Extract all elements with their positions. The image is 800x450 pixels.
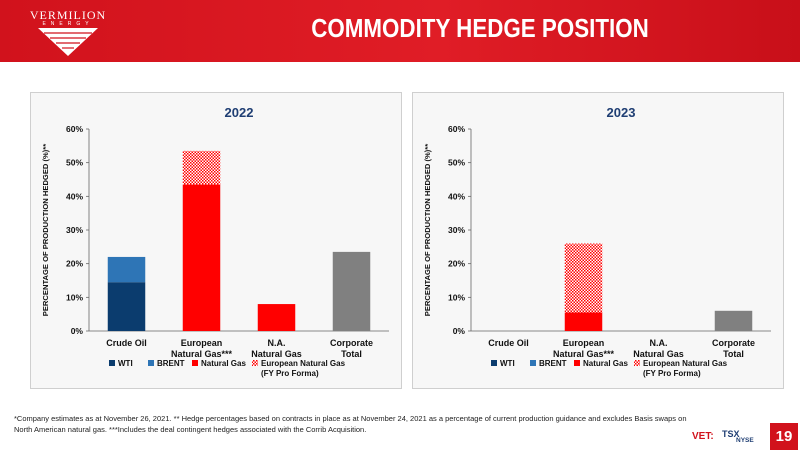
bar-segment bbox=[182, 184, 221, 331]
footnote: *Company estimates as at November 26, 20… bbox=[14, 414, 687, 434]
category-label: Corporate bbox=[330, 338, 373, 348]
y-tick-label: 30% bbox=[448, 225, 465, 235]
legend-label: BRENT bbox=[539, 359, 567, 368]
y-tick-label: 60% bbox=[448, 124, 465, 134]
y-tick-label: 30% bbox=[66, 225, 83, 235]
legend-label: Natural Gas bbox=[583, 359, 628, 368]
legend-swatch bbox=[530, 360, 536, 366]
chart-title: 2022 bbox=[225, 105, 254, 120]
legend-swatch bbox=[192, 360, 198, 366]
category-label: Corporate bbox=[712, 338, 755, 348]
category-label: Natural Gas*** bbox=[171, 349, 233, 359]
legend-swatch bbox=[574, 360, 580, 366]
logo-name: VERMILION bbox=[29, 8, 107, 22]
category-label: N.A. bbox=[268, 338, 286, 348]
company-logo: VERMILION ENERGY bbox=[8, 6, 128, 58]
ticker-tsx: TSX bbox=[722, 429, 740, 439]
legend-label: European Natural Gas bbox=[643, 359, 728, 368]
chart-panel-2023: 2023 PERCENTAGE OF PRODUCTION HEDGED (%)*… bbox=[412, 92, 784, 389]
legend-label: Natural Gas bbox=[201, 359, 246, 368]
legend-label: (FY Pro Forma) bbox=[643, 369, 701, 378]
y-tick-label: 10% bbox=[66, 292, 83, 302]
category-label: N.A. bbox=[650, 338, 668, 348]
bar-segment bbox=[182, 150, 221, 185]
bar-segment bbox=[107, 256, 146, 283]
category-label: Natural Gas bbox=[251, 349, 302, 359]
hedge-chart-2023: 2023 PERCENTAGE OF PRODUCTION HEDGED (%)*… bbox=[423, 105, 771, 378]
legend-label: WTI bbox=[118, 359, 133, 368]
page-title: COMMODITY HEDGE POSITION bbox=[311, 13, 649, 43]
stock-ticker: VET: TSX NYSE bbox=[692, 428, 762, 444]
bar-segment bbox=[564, 312, 603, 331]
logo-mark-icon bbox=[38, 28, 98, 56]
bar-segment bbox=[564, 243, 603, 313]
ticker-nyse: NYSE bbox=[736, 437, 754, 444]
y-tick-label: 0% bbox=[453, 326, 466, 336]
legend-swatch bbox=[109, 360, 115, 366]
ticker-symbol: VET: bbox=[692, 431, 714, 442]
chart-panel-2022: 2022 PERCENTAGE OF PRODUCTION HEDGED (%)*… bbox=[30, 92, 402, 389]
legend-label: WTI bbox=[500, 359, 515, 368]
legend-swatch bbox=[148, 360, 154, 366]
y-tick-label: 40% bbox=[66, 191, 83, 201]
bar-segment bbox=[332, 251, 371, 331]
category-label: European bbox=[181, 338, 223, 348]
category-label: Total bbox=[341, 349, 362, 359]
category-label: Total bbox=[723, 349, 744, 359]
slide-header: VERMILION ENERGY COMMODITY HEDGE POSITIO… bbox=[0, 0, 800, 62]
y-tick-label: 50% bbox=[66, 158, 83, 168]
legend-swatch bbox=[634, 360, 640, 366]
bar-segment bbox=[714, 310, 753, 331]
y-axis-label: PERCENTAGE OF PRODUCTION HEDGED (%)** bbox=[423, 144, 432, 316]
y-tick-label: 20% bbox=[448, 259, 465, 269]
y-axis-label: PERCENTAGE OF PRODUCTION HEDGED (%)** bbox=[41, 144, 50, 316]
y-tick-label: 20% bbox=[66, 259, 83, 269]
category-label: Crude Oil bbox=[488, 338, 529, 348]
y-tick-label: 60% bbox=[66, 124, 83, 134]
category-label: Natural Gas bbox=[633, 349, 684, 359]
category-label: Crude Oil bbox=[106, 338, 147, 348]
logo-subtitle: ENERGY bbox=[42, 21, 94, 27]
legend-swatch bbox=[252, 360, 258, 366]
category-label: European bbox=[563, 338, 605, 348]
legend-swatch bbox=[491, 360, 497, 366]
y-tick-label: 50% bbox=[448, 158, 465, 168]
y-tick-label: 10% bbox=[448, 292, 465, 302]
bar-segment bbox=[107, 282, 146, 331]
y-tick-label: 40% bbox=[448, 191, 465, 201]
page-number: 19 bbox=[770, 423, 798, 450]
bar-segment bbox=[257, 304, 296, 331]
chart-title: 2023 bbox=[607, 105, 636, 120]
legend-label: European Natural Gas bbox=[261, 359, 346, 368]
legend-label: (FY Pro Forma) bbox=[261, 369, 319, 378]
y-tick-label: 0% bbox=[71, 326, 84, 336]
legend-label: BRENT bbox=[157, 359, 185, 368]
hedge-chart-2022: 2022 PERCENTAGE OF PRODUCTION HEDGED (%)*… bbox=[41, 105, 389, 378]
category-label: Natural Gas*** bbox=[553, 349, 615, 359]
